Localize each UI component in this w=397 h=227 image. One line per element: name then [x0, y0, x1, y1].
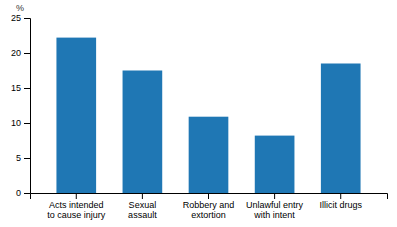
y-tick-mark — [24, 53, 30, 54]
y-tick: 10 — [11, 118, 30, 128]
x-tick-label-line: with intent — [253, 210, 295, 220]
y-tick-label: 15 — [11, 83, 21, 93]
x-tick-label: Unlawful entrywith intent — [246, 200, 304, 220]
x-tick-label-line: to cause injury — [47, 210, 106, 220]
x-tick-mark — [274, 193, 275, 199]
x-tick-mark — [76, 193, 77, 199]
x-tick: Unlawful entrywith intent — [246, 193, 304, 220]
y-tick-label: 20 — [11, 48, 21, 58]
x-tick-label-line: Illicit drugs — [319, 200, 362, 210]
x-tick-mark — [142, 193, 143, 199]
x-tick: Sexualassault — [128, 193, 157, 220]
bar — [56, 38, 96, 193]
bar — [123, 71, 163, 194]
x-tick-label-line: Sexual — [129, 200, 157, 210]
bar — [321, 64, 361, 194]
x-tick: Illicit drugs — [319, 193, 362, 210]
x-tick-mark — [340, 193, 341, 199]
y-tick: 5 — [16, 153, 30, 163]
y-axis-label: % — [16, 3, 24, 13]
y-tick-label: 25 — [11, 13, 21, 23]
bars — [56, 38, 360, 193]
y-tick-label: 10 — [11, 118, 21, 128]
chart: 0 5 10 15 20 25 Acts intendedto cause injury Se… — [0, 0, 397, 227]
y-tick: 15 — [11, 83, 30, 93]
x-tick-label: Robbery andextortion — [183, 200, 235, 220]
x-tick-label: Acts intendedto cause injury — [47, 200, 106, 220]
x-axis-line — [31, 194, 388, 200]
x-tick-label-line: Acts intended — [49, 200, 104, 210]
y-tick: 25 — [11, 13, 30, 23]
x-tick-label: Illicit drugs — [319, 200, 362, 210]
bar — [189, 117, 229, 193]
y-tick-label: 0 — [16, 188, 21, 198]
x-axis: Acts intendedto cause injury Sexualassaul… — [31, 193, 388, 220]
x-tick-label-line: Robbery and — [183, 200, 235, 210]
y-axis-line — [24, 19, 31, 194]
y-tick-mark — [24, 193, 30, 194]
y-tick-mark — [24, 158, 30, 159]
x-tick-label-line: assault — [128, 210, 157, 220]
y-tick-label: 5 — [16, 153, 21, 163]
y-tick-mark — [24, 123, 30, 124]
x-tick: Robbery andextortion — [183, 193, 235, 220]
x-tick: Acts intendedto cause injury — [47, 193, 106, 220]
bar — [255, 136, 295, 193]
y-axis: 0 5 10 15 20 25 — [11, 13, 31, 198]
x-tick-label-line: Unlawful entry — [246, 200, 304, 210]
y-tick-mark — [24, 18, 30, 19]
plot: 0 5 10 15 20 25 Acts intendedto cause injury Se… — [11, 3, 388, 220]
x-tick-label-line: extortion — [191, 210, 226, 220]
y-tick: 0 — [16, 188, 30, 198]
x-tick-mark — [208, 193, 209, 199]
y-tick: 20 — [11, 48, 30, 58]
y-tick-mark — [24, 88, 30, 89]
x-tick-label: Sexualassault — [128, 200, 157, 220]
